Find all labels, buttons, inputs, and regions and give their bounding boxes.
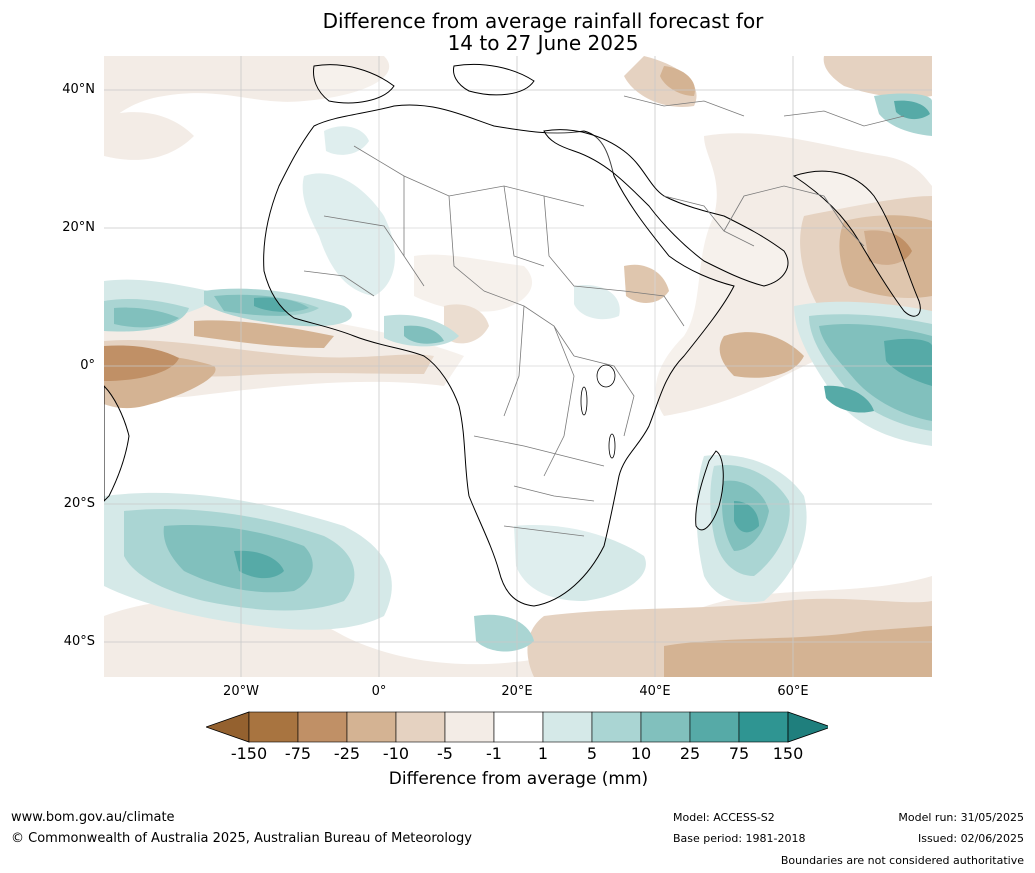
lakes [580, 364, 616, 459]
colorbar-tick-label: -5 [437, 744, 453, 763]
colorbar-tick-label: -1 [486, 744, 502, 763]
colorbar-cell [395, 711, 446, 743]
base-period-text: Base period: 1981-2018 [673, 832, 806, 845]
dry-anomaly-layer [104, 56, 932, 677]
graticule [104, 56, 932, 677]
colorbar-tick-label: 150 [772, 744, 804, 763]
title-line-2: 14 to 27 June 2025 [447, 31, 639, 55]
model-run-text: Model run: 31/05/2025 [898, 811, 1024, 824]
country-boundaries [303, 95, 905, 537]
model-text: Model: ACCESS-S2 [673, 811, 775, 824]
lon-label-20e: 20°E [501, 684, 533, 699]
map-svg [104, 56, 932, 677]
lat-label-equator: 0° [80, 358, 95, 373]
colorbar-tick-label: 5 [586, 744, 598, 763]
title-line-1: Difference from average rainfall forecas… [322, 9, 764, 33]
colorbar-tick-label: 75 [728, 744, 750, 763]
lat-label-20n: 20°N [62, 220, 95, 235]
colorbar-cell [738, 711, 789, 743]
copyright-text: © Commonwealth of Australia 2025, Austra… [11, 831, 472, 846]
lat-label-40n: 40°N [62, 82, 95, 97]
lon-label-60e: 60°E [777, 684, 809, 699]
colorbar-cells [206, 711, 828, 743]
colorbar-tick-label: -150 [230, 744, 268, 763]
colorbar [206, 711, 828, 743]
colorbar-cell [248, 711, 299, 743]
issued-text: Issued: 02/06/2025 [917, 832, 1024, 845]
rainfall-map [104, 56, 932, 677]
lat-label-40s: 40°S [63, 634, 95, 649]
chart-title: Difference from average rainfall forecas… [0, 10, 1035, 54]
colorbar-tick-label: -10 [382, 744, 410, 763]
lon-label-20w: 20°W [223, 684, 259, 699]
colorbar-extend-low [206, 711, 250, 743]
coastlines [104, 63, 921, 607]
colorbar-cell [542, 711, 593, 743]
colorbar-cell [346, 711, 397, 743]
colorbar-cell [444, 711, 495, 743]
lat-label-20s: 20°S [63, 496, 95, 511]
colorbar-cell [297, 711, 348, 743]
colorbar-tick-label: 25 [679, 744, 701, 763]
lon-label-0: 0° [371, 684, 387, 699]
colorbar-tick-label: -75 [284, 744, 312, 763]
colorbar-cell [493, 711, 544, 743]
website-text: www.bom.gov.au/climate [11, 810, 175, 825]
colorbar-cell [689, 711, 740, 743]
colorbar-label: Difference from average (mm) [388, 769, 649, 789]
colorbar-extend-high [787, 711, 828, 743]
colorbar-tick-label: 1 [537, 744, 549, 763]
lon-label-40e: 40°E [639, 684, 671, 699]
colorbar-cell [591, 711, 642, 743]
colorbar-tick-label: -25 [333, 744, 361, 763]
colorbar-tick-label: 10 [630, 744, 652, 763]
disclaimer-text: Boundaries are not considered authoritat… [780, 854, 1024, 867]
colorbar-cell [640, 711, 691, 743]
